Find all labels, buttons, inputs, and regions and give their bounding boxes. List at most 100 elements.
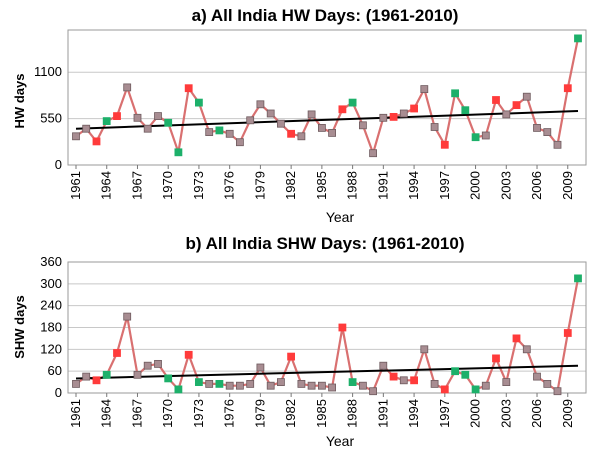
data-point-shw: [522, 345, 531, 354]
x-tick-label-hw: 1985: [314, 171, 329, 200]
data-point-hw: [420, 85, 429, 93]
data-point-hw: [574, 34, 582, 43]
data-point-shw: [276, 378, 285, 387]
data-point-shw: [512, 334, 521, 343]
data-point-hw: [533, 124, 541, 132]
data-point-hw: [215, 126, 224, 135]
data-point-shw: [194, 378, 203, 387]
data-point-shw: [215, 379, 224, 388]
chart-panel-hw: a) All India HW Days: (1961-2010) HW day…: [12, 6, 587, 225]
data-point-shw: [184, 350, 193, 359]
data-point-shw: [348, 378, 357, 387]
x-tick-label-hw: 1964: [99, 171, 114, 200]
series-shw: [75, 278, 580, 393]
data-point-hw: [225, 129, 234, 138]
data-point-hw: [369, 149, 378, 158]
x-tick-label-shw: 1982: [283, 399, 298, 428]
data-point-shw: [553, 387, 562, 396]
data-point-hw: [430, 123, 439, 131]
x-tick-label-shw: 1994: [406, 399, 421, 428]
data-point-hw: [492, 96, 500, 104]
x-tick-label-hw: 2003: [498, 171, 513, 200]
data-point-hw: [502, 110, 511, 119]
x-tick-label-hw: 1988: [345, 171, 360, 200]
data-point-hw: [553, 140, 562, 149]
data-point-hw: [410, 104, 419, 113]
data-point-shw: [492, 354, 500, 363]
data-point-hw: [133, 113, 142, 122]
data-point-hw: [471, 133, 480, 142]
x-tick-label-shw: 1988: [345, 399, 360, 428]
x-tick-label-shw: 1970: [160, 399, 175, 428]
data-point-shw: [328, 383, 337, 392]
data-point-hw: [328, 128, 337, 137]
data-point-shw: [143, 361, 152, 370]
data-point-hw: [266, 109, 275, 118]
data-point-shw: [72, 379, 80, 388]
trend-line-hw: [75, 110, 579, 130]
data-point-hw: [481, 131, 490, 140]
x-tick-label-hw: 2000: [468, 171, 483, 200]
x-tick-label-shw: 2000: [468, 399, 483, 428]
x-tick-label-shw: 1979: [252, 399, 267, 428]
x-tick-label-hw: 1982: [283, 171, 298, 200]
x-tick-label-hw: 1979: [252, 171, 267, 200]
y-tick-label-shw: 300: [40, 276, 62, 291]
data-point-shw: [461, 370, 470, 379]
data-point-shw: [563, 329, 572, 337]
data-point-shw: [533, 372, 541, 381]
x-tick-label-hw: 1970: [160, 171, 175, 200]
x-tick-label-shw: 1997: [437, 399, 452, 428]
data-point-hw: [461, 106, 470, 115]
chart-panel-shw: b) All India SHW Days: (1961-2010) SHW d…: [12, 234, 587, 449]
data-point-shw: [102, 370, 111, 379]
data-point-hw: [348, 98, 357, 107]
data-point-hw: [102, 117, 111, 125]
data-point-hw: [154, 112, 162, 120]
data-point-shw: [410, 376, 419, 385]
x-axis-label-hw: Year: [326, 209, 355, 225]
data-point-shw: [399, 376, 408, 385]
data-point-shw: [420, 345, 429, 354]
data-point-hw: [389, 113, 398, 121]
data-point-hw: [72, 132, 80, 141]
data-point-hw: [246, 116, 255, 125]
y-tick-labels-shw: 0 60 120 180 240 300 360: [40, 254, 62, 400]
data-point-hw: [440, 140, 449, 149]
x-tick-labels-hw: 1961 1964 1967 1970 1973 1976 1979 1982 1985 1988…: [68, 171, 575, 200]
data-point-hw: [451, 89, 460, 98]
data-point-shw: [82, 372, 91, 381]
y-tick-label-shw: 240: [40, 298, 62, 313]
data-point-shw: [225, 381, 234, 390]
data-point-shw: [369, 387, 378, 396]
x-tick-label-hw: 1961: [68, 171, 83, 200]
data-point-hw: [123, 83, 132, 92]
data-point-shw: [389, 372, 398, 381]
x-tick-label-hw: 1967: [129, 171, 144, 200]
y-tick-label-shw: 120: [40, 341, 62, 356]
data-point-shw: [451, 367, 460, 376]
data-point-shw: [174, 385, 183, 394]
data-point-hw: [358, 121, 367, 130]
markers-hw: [72, 34, 582, 158]
data-point-hw: [256, 100, 265, 109]
data-point-hw: [379, 113, 388, 122]
x-tick-label-shw: 1961: [68, 399, 83, 428]
data-point-hw: [317, 124, 326, 132]
data-point-hw: [174, 148, 183, 157]
data-point-shw: [123, 312, 132, 321]
x-tick-label-hw: 2009: [560, 171, 575, 200]
series-hw: [75, 38, 580, 155]
trend-line-shw: [75, 364, 579, 380]
data-point-shw: [543, 379, 552, 388]
data-point-hw: [512, 101, 521, 109]
x-tick-label-hw: 1976: [222, 171, 237, 200]
chart-title-hw: a) All India HW Days: (1961-2010): [192, 6, 459, 25]
plot-frame-shw: [67, 261, 587, 394]
data-point-hw: [399, 109, 408, 118]
series-line-shw: [75, 278, 580, 393]
data-point-hw: [543, 128, 552, 137]
x-tick-label-shw: 1973: [191, 399, 206, 428]
data-point-shw: [430, 379, 439, 388]
